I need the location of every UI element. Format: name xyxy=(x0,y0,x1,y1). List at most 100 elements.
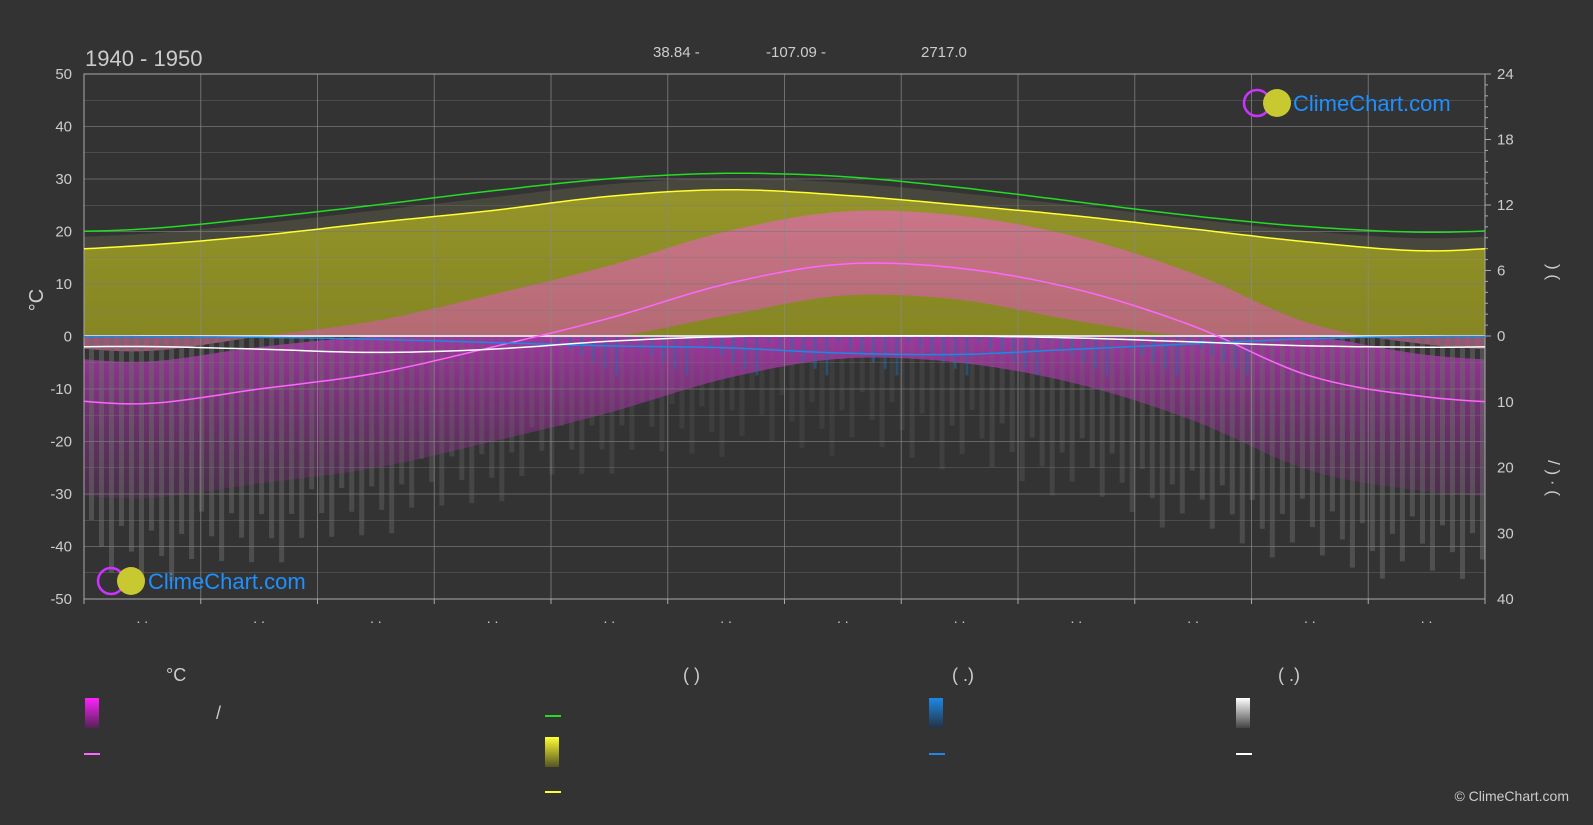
precip-streak xyxy=(1349,336,1355,568)
precip-streak xyxy=(239,336,245,538)
precip-streak xyxy=(389,336,395,534)
precip-streak xyxy=(189,336,195,559)
precip-streak xyxy=(1109,336,1115,454)
logo-sun-icon xyxy=(117,567,145,595)
precip-streak xyxy=(1379,336,1385,579)
precip-streak xyxy=(1319,336,1325,556)
precip-streak xyxy=(129,336,134,552)
precip-streak xyxy=(1309,336,1315,528)
precip-streak xyxy=(689,336,695,454)
rain-streak xyxy=(556,336,560,343)
precip-streak xyxy=(149,336,154,531)
precip-streak xyxy=(509,336,515,453)
precip-streak xyxy=(339,336,345,489)
precip-streak xyxy=(909,336,915,458)
latitude-label: 38.84 - xyxy=(653,44,700,61)
precip-streak xyxy=(1289,336,1295,543)
rain-streak xyxy=(825,336,829,376)
precip-streak xyxy=(539,336,545,451)
precip-streak xyxy=(759,336,765,416)
precip-streak xyxy=(919,336,925,414)
precip-streak xyxy=(349,336,355,512)
precip-streak xyxy=(669,336,675,404)
rain-streak xyxy=(568,336,572,350)
precip-streak xyxy=(1119,336,1125,483)
rain-streak xyxy=(977,336,981,343)
legend-temp-range-label: / xyxy=(216,703,222,723)
rain-streak xyxy=(743,336,747,369)
precip-streak xyxy=(119,336,124,526)
rain-streak xyxy=(732,336,735,363)
precip-streak xyxy=(1079,336,1085,439)
precip-streak xyxy=(1279,336,1285,514)
left-tick-label: -30 xyxy=(50,486,72,503)
copyright: © ClimeChart.com xyxy=(1454,788,1569,804)
month-label: . . xyxy=(604,610,616,626)
right-tick-label: 20 xyxy=(1497,460,1514,477)
precip-streak xyxy=(209,336,215,537)
precip-streak xyxy=(649,336,655,427)
precip-streak xyxy=(1139,336,1145,469)
precip-streak xyxy=(1159,336,1165,528)
precip-streak xyxy=(1069,336,1075,482)
legend-daylight-swatch xyxy=(545,715,561,717)
rain-streak xyxy=(661,336,665,363)
precip-streak xyxy=(589,336,595,426)
precip-streak xyxy=(1480,336,1485,560)
rain-streak xyxy=(673,336,677,369)
legend-sunshine-mean-swatch xyxy=(545,791,561,793)
precip-streak xyxy=(529,336,535,428)
rain-streak xyxy=(1093,336,1097,369)
right-axis-label-top: ) ( xyxy=(1544,264,1563,280)
rain-streak xyxy=(696,336,700,343)
precip-streak xyxy=(889,336,895,403)
right-tick-label: 30 xyxy=(1497,525,1514,542)
precip-streak xyxy=(409,336,415,508)
legend-sunshine-range-swatch xyxy=(545,737,559,767)
left-tick-label: -10 xyxy=(50,381,72,398)
precip-streak xyxy=(1009,336,1015,453)
right-tick-label: 6 xyxy=(1497,263,1505,280)
rain-streak xyxy=(1070,336,1074,356)
precip-streak xyxy=(979,336,985,439)
precip-streak xyxy=(1239,336,1245,544)
precip-streak xyxy=(999,336,1005,424)
precip-streak xyxy=(599,336,605,450)
legend-rain-head: ( .) xyxy=(952,665,974,685)
precip-streak xyxy=(619,336,625,426)
precip-streak xyxy=(199,336,205,512)
precip-streak xyxy=(789,336,795,422)
temperature-mean-line xyxy=(83,262,1486,405)
precip-streak xyxy=(1409,336,1415,517)
precip-streak xyxy=(419,336,425,459)
brand-logo-bottom[interactable]: ClimeChart.com xyxy=(96,566,306,596)
legend-rain-range-swatch xyxy=(929,698,943,728)
precip-streak xyxy=(139,336,144,578)
precip-streak xyxy=(679,336,685,429)
left-tick-label: 10 xyxy=(55,276,72,293)
month-label: . . xyxy=(720,610,732,626)
precip-streak xyxy=(799,336,805,448)
rain-streak xyxy=(802,336,805,363)
legend-snow-head: ( .) xyxy=(1278,665,1300,685)
precip-streak xyxy=(459,336,465,480)
precip-streak xyxy=(609,336,615,474)
precip-streak xyxy=(879,336,885,448)
rain-streak xyxy=(755,336,759,376)
precip-streak xyxy=(279,336,285,563)
precip-streak xyxy=(1089,336,1095,468)
left-tick-label: -20 xyxy=(50,434,72,451)
precip-streak xyxy=(329,336,335,537)
precip-streak xyxy=(289,336,295,514)
precip-streak xyxy=(829,336,835,456)
brand-logo-top[interactable]: ClimeChart.com xyxy=(1242,88,1451,118)
rain-streak xyxy=(1058,336,1062,350)
precip-streak xyxy=(1189,336,1195,471)
precip-streak xyxy=(429,336,435,483)
precip-streak xyxy=(299,336,305,538)
rain-mean-line xyxy=(84,335,1485,356)
right-tick-label: 18 xyxy=(1497,132,1514,149)
precip-streak xyxy=(1039,336,1045,467)
precip-streak xyxy=(579,336,585,474)
precip-streak xyxy=(1219,336,1225,486)
